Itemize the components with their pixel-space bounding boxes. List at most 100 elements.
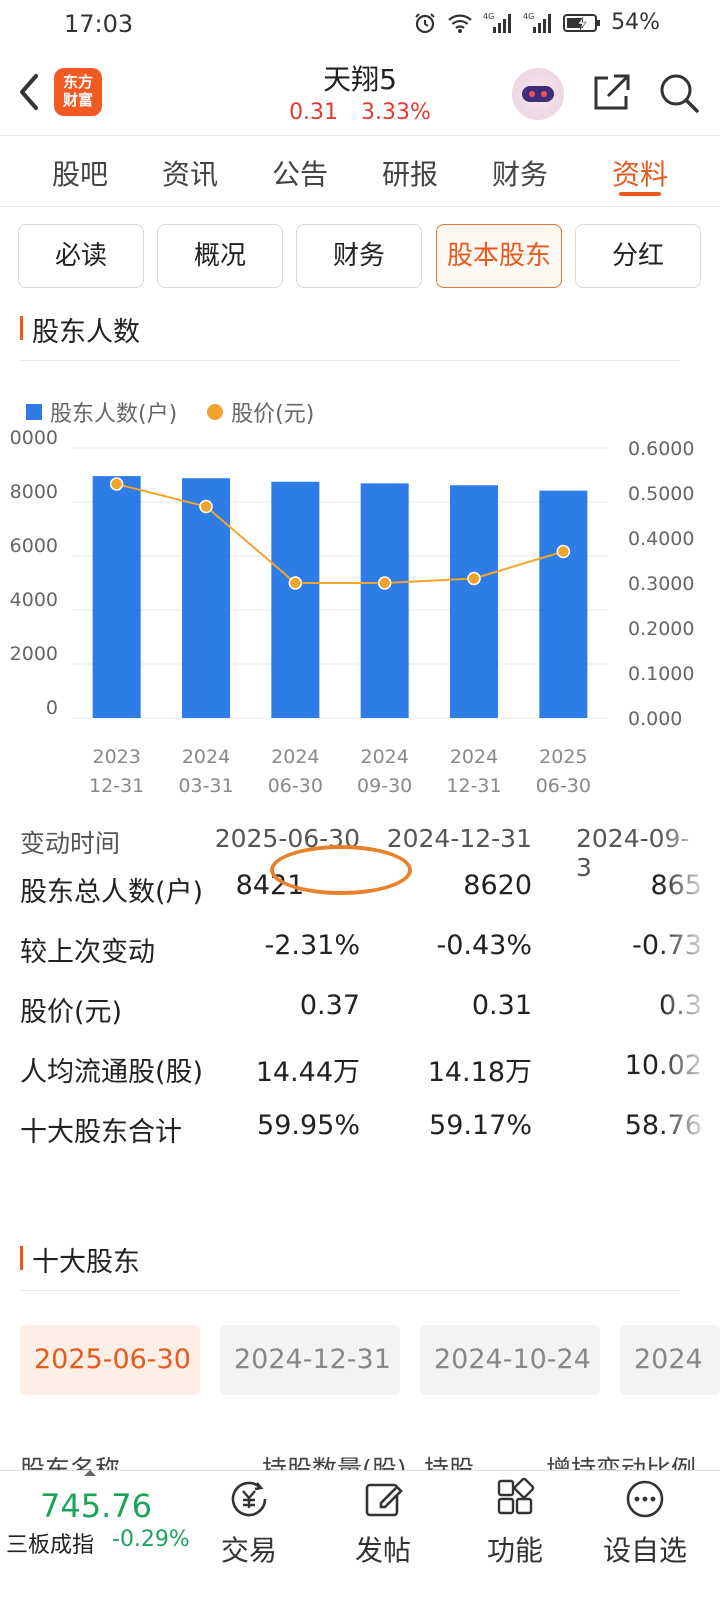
x-tick-label-year: 2024 <box>360 746 408 768</box>
section-title-top10: 十大股东 <box>20 1240 140 1279</box>
app-header: 东方 财富 天翔5 0.31 3.33% <box>0 52 720 136</box>
tab-research[interactable]: 研报 <box>381 158 438 191</box>
robot-eye-left <box>529 91 535 97</box>
price-point <box>377 576 392 590</box>
section-title-holder-count: 股东人数 <box>20 310 140 349</box>
price-point <box>288 576 303 590</box>
battery-icon <box>563 13 601 32</box>
date-chip-2025-06-30[interactable]: 2025-06-30 <box>20 1325 200 1395</box>
right-tick-label: 0.3000 <box>628 573 694 595</box>
date-chip-partial[interactable]: 2024 <box>620 1325 720 1395</box>
trade-label: 交易 <box>220 1534 277 1567</box>
tab-profile[interactable]: 资料 <box>611 158 668 191</box>
holder-count-bar <box>450 485 498 718</box>
status-bar: 17:03 4G 4G 54% <box>0 0 720 50</box>
index-name[interactable]: 三板成指 <box>6 1533 95 1558</box>
date-chip-2024-12-31[interactable]: 2024-12-31 <box>220 1325 400 1395</box>
x-tick-label-date: 12-31 <box>446 775 501 797</box>
tab-announcements[interactable]: 公告 <box>271 158 328 191</box>
left-axis-ticks: 0 2000 4000 6000 8000 0000 <box>10 427 58 719</box>
tab-news[interactable]: 资讯 <box>161 158 218 191</box>
legend-swatch-dot <box>207 404 224 420</box>
back-arrow-icon[interactable] <box>14 72 44 112</box>
index-value[interactable]: 745.76 <box>40 1487 152 1525</box>
right-tick-label: 0.2000 <box>628 618 694 640</box>
subtab-must-read[interactable]: 必读 <box>18 224 144 288</box>
row-label: 股东总人数(户) <box>20 877 204 908</box>
table-row: 股价(元) 0.37 0.31 0.3 <box>0 978 720 1038</box>
trade-button[interactable]: 交易 <box>194 1477 304 1569</box>
functions-button[interactable]: 功能 <box>460 1477 570 1569</box>
stock-quote: 0.31 3.33% <box>0 100 720 125</box>
subtab-dividend[interactable]: 分红 <box>575 224 701 288</box>
x-tick-label-year: 2024 <box>182 746 230 768</box>
search-icon[interactable] <box>658 72 700 114</box>
active-tab-indicator <box>619 192 661 196</box>
x-tick-label-year: 2025 <box>539 746 587 768</box>
stock-price: 0.31 <box>289 100 339 125</box>
stock-name: 天翔5 <box>323 63 397 96</box>
price-point <box>556 544 571 559</box>
right-tick-label: 0.6000 <box>628 438 694 460</box>
index-change[interactable]: -0.29% <box>112 1527 190 1552</box>
left-tick-label: 6000 <box>10 535 58 557</box>
subtab-shareholders[interactable]: 股本股东 <box>436 224 562 288</box>
legend-item-holders[interactable]: 股东人数(户) <box>26 396 177 428</box>
share-icon[interactable] <box>590 72 632 114</box>
tab-guba[interactable]: 股吧 <box>51 158 108 191</box>
right-tick-label: 0.000 <box>628 708 682 730</box>
table-cell: 8620 <box>463 870 532 901</box>
section-divider <box>20 1290 680 1291</box>
app-logo[interactable]: 东方 财富 <box>54 68 102 116</box>
legend-swatch-bar <box>26 404 42 420</box>
left-tick-label: 0000 <box>10 427 58 449</box>
signal-label: 4G <box>483 12 494 21</box>
table-cell: 14.18万 <box>427 1057 532 1088</box>
row-label: 较上次变动 <box>20 937 155 968</box>
bottom-bar: 745.76 三板成指 -0.29% 交易 发帖 功能 设自选 <box>0 1470 720 1600</box>
date-chip-2024-10-24[interactable]: 2024-10-24 <box>420 1325 600 1395</box>
legend-item-price[interactable]: 股价(元) <box>207 396 314 428</box>
more-icon <box>626 1480 664 1518</box>
x-tick-label-date: 06-30 <box>268 775 323 797</box>
right-tick-label: 0.4000 <box>628 528 694 550</box>
annotation-circle <box>270 845 412 895</box>
table-header-label: 变动时间 <box>20 829 121 858</box>
table-header-date: 2024-12-31 <box>386 824 532 853</box>
row-label: 十大股东合计 <box>20 1117 182 1148</box>
holder-count-bar <box>182 478 230 718</box>
table-header-row: 变动时间 2025-06-30 2024-12-31 2024-09-3 <box>0 812 720 882</box>
x-tick-label-date: 12-31 <box>89 775 144 797</box>
table-row: 十大股东合计 59.95% 59.17% 58.76 <box>0 1098 720 1152</box>
subtab-overview[interactable]: 概况 <box>157 224 283 288</box>
x-tick-label-date: 06-30 <box>536 775 591 797</box>
chart-grid <box>72 447 608 719</box>
expand-caret-icon[interactable] <box>84 1470 96 1476</box>
add-watchlist-button[interactable]: 设自选 <box>590 1477 700 1569</box>
x-tick-label-date: 03-31 <box>178 775 233 797</box>
x-tick-label-year: 2024 <box>450 746 498 768</box>
alarm-icon <box>415 12 435 33</box>
app-logo-line1: 东方 <box>62 73 93 91</box>
table-cell: 59.95% <box>257 1110 360 1141</box>
main-tabs: 股吧 资讯 公告 研报 财务 资料 <box>0 137 720 207</box>
trade-icon <box>231 1481 267 1517</box>
right-axis-ticks: 0.000 0.1000 0.2000 0.3000 0.4000 0.5000 0.600… <box>628 438 694 730</box>
left-tick-label: 2000 <box>10 643 58 665</box>
post-button[interactable]: 发帖 <box>328 1477 438 1569</box>
price-polyline <box>116 483 564 584</box>
tab-finance[interactable]: 财务 <box>491 158 548 191</box>
signal-icon-2: 4G <box>523 12 552 33</box>
subtab-finance[interactable]: 财务 <box>296 224 422 288</box>
price-line <box>109 477 571 590</box>
price-point <box>467 571 481 586</box>
battery-level: 54% <box>611 10 660 35</box>
holder-count-bar <box>539 490 588 718</box>
status-time: 17:03 <box>64 10 134 38</box>
table-row: 较上次变动 -2.31% -0.43% -0.73 <box>0 918 720 978</box>
assistant-avatar[interactable] <box>512 68 564 120</box>
table-cell: 0.31 <box>471 990 532 1021</box>
app-logo-line2: 财富 <box>62 91 93 109</box>
table-cell: 14.44万 <box>255 1057 360 1088</box>
